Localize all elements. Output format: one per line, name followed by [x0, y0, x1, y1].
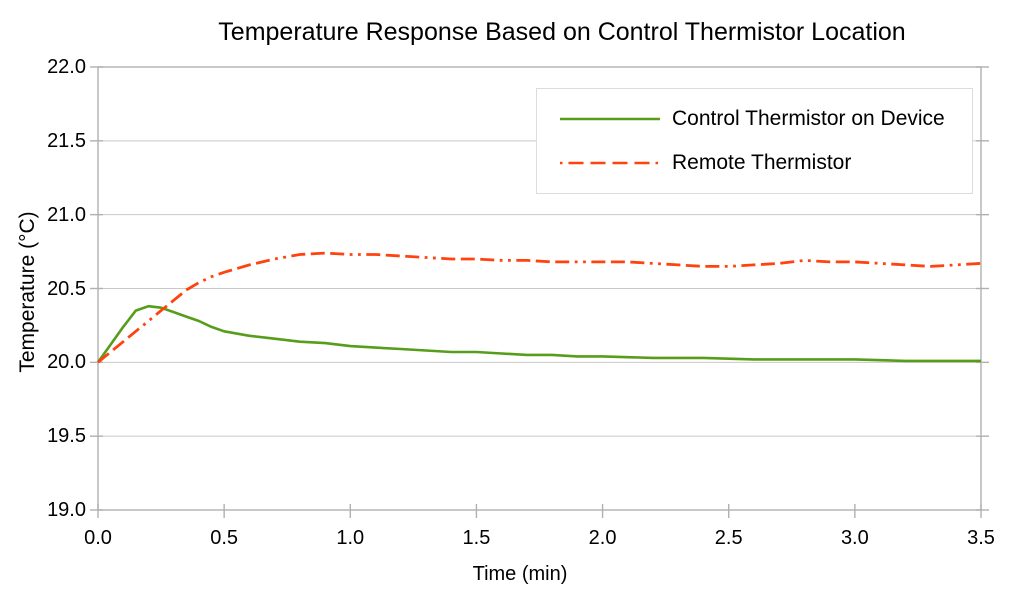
legend-label: Control Thermistor on Device	[672, 107, 945, 130]
series-line-control-thermistor	[96, 304, 981, 364]
legend-line-sample	[560, 117, 660, 121]
x-axis-tick-label: 1.5	[462, 527, 491, 549]
x-axis-tick-label: 1.0	[336, 527, 365, 549]
legend-item: Control Thermistor on Device	[559, 97, 972, 141]
legend-label: Remote Thermistor	[672, 151, 852, 174]
y-axis-tick-label: 22.0	[47, 56, 86, 78]
y-axis-tick-label: 20.0	[47, 351, 86, 374]
x-axis-tick-label: 0.5	[210, 527, 239, 549]
x-axis-tick-label: 2.5	[714, 527, 743, 549]
x-axis-tick-label: 2.0	[588, 527, 617, 549]
chart-title: Temperature Response Based on Control Th…	[218, 18, 906, 46]
y-axis-tick-label: 19.0	[47, 499, 86, 521]
y-axis-tick-label: 20.5	[47, 277, 86, 300]
x-axis-tick-label: 0.0	[84, 527, 112, 549]
y-axis-tick-label: 21.5	[47, 129, 86, 152]
y-axis-tick-label: 21.0	[47, 203, 86, 226]
legend: Control Thermistor on Device Remote Therm…	[536, 88, 973, 194]
x-axis-tick-label: 3.0	[840, 527, 869, 549]
legend-item: Remote Thermistor	[559, 141, 972, 185]
y-axis-tick-label: 19.5	[47, 425, 86, 448]
series-line-remote-thermistor	[97, 251, 982, 364]
y-axis-title: Temperature (°C)	[16, 211, 39, 373]
legend-line-sample	[560, 161, 660, 165]
x-axis-title: Time (min)	[472, 563, 568, 585]
x-axis-tick-label: 3.5	[967, 527, 995, 549]
